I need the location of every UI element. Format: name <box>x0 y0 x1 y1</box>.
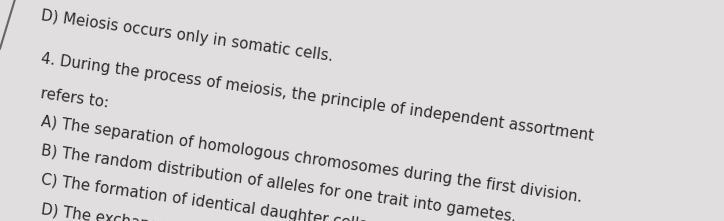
Text: D) The exchange of genetic material between homologous chromosomes.: D) The exchange of genetic material betw… <box>40 202 595 221</box>
Text: A) The separation of homologous chromosomes during the first division.: A) The separation of homologous chromoso… <box>40 114 583 205</box>
Text: C) The formation of identical daughter cells.: C) The formation of identical daughter c… <box>40 172 372 221</box>
Text: D) Meiosis occurs only in somatic cells.: D) Meiosis occurs only in somatic cells. <box>40 8 334 64</box>
Text: 4. During the process of meiosis, the principle of independent assortment: 4. During the process of meiosis, the pr… <box>40 51 594 144</box>
Text: B) The random distribution of alleles for one trait into gametes.: B) The random distribution of alleles fo… <box>40 143 517 221</box>
Text: refers to:: refers to: <box>40 86 110 110</box>
